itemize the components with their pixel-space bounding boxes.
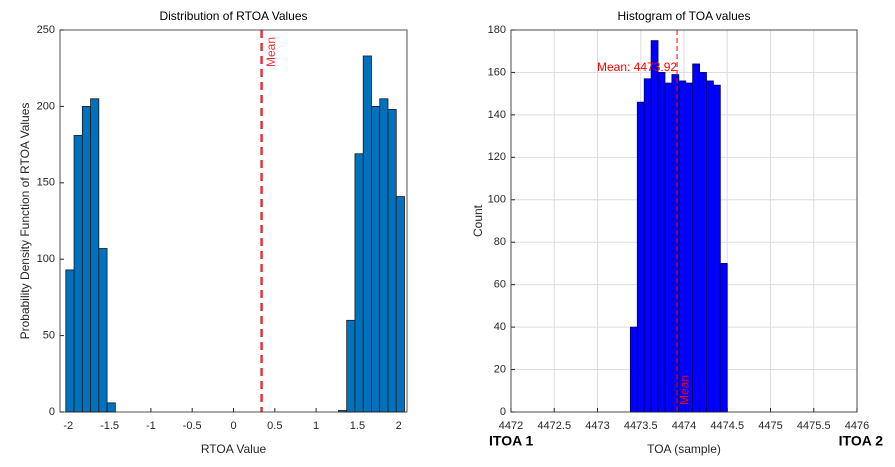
bar [643, 78, 652, 413]
y-tick-label: 250 [37, 24, 55, 36]
y-tick-label: 20 [494, 363, 506, 375]
x-tick-label: -0.5 [183, 420, 202, 432]
bar [73, 135, 83, 413]
x-tick-label: 4476 [845, 420, 869, 432]
bar [65, 269, 75, 413]
bar [629, 326, 638, 413]
y-tick-label: 150 [37, 177, 55, 189]
y-tick-label: 0 [49, 406, 55, 418]
x-axis-label: RTOA Value [201, 442, 267, 456]
corner-label: ITOA 1 [489, 433, 534, 449]
bar [671, 74, 680, 413]
chart-title: Histogram of TOA values [618, 9, 751, 23]
x-tick-label: 4473 [585, 420, 609, 432]
y-tick-label: 100 [488, 194, 506, 206]
x-tick-label: 0 [230, 420, 236, 432]
mean-label: Mean [264, 37, 278, 67]
chart-title: Distribution of RTOA Values [159, 9, 307, 23]
y-tick-label: 0 [500, 406, 506, 418]
x-tick-label: 4474.5 [710, 420, 744, 432]
mean-label: Mean: 4473.92 [597, 60, 677, 74]
x-tick-label: 4475 [758, 420, 782, 432]
mean-bottom-label: Mean [677, 375, 691, 405]
bar [636, 101, 645, 413]
bar [387, 109, 397, 413]
bar [678, 80, 687, 413]
bar [81, 106, 91, 413]
bar [354, 153, 364, 413]
bar [371, 106, 381, 413]
y-tick-label: 40 [494, 321, 506, 333]
y-tick-label: 140 [488, 109, 506, 121]
bar [719, 263, 728, 413]
x-tick-label: 4472 [499, 420, 523, 432]
y-tick-label: 60 [494, 279, 506, 291]
x-tick-label: 4474 [672, 420, 696, 432]
x-tick-label: -1 [146, 420, 156, 432]
y-tick-label: 200 [37, 100, 55, 112]
corner-label: ITOA 2 [839, 433, 884, 449]
bar [90, 98, 100, 413]
axes-box [59, 29, 408, 413]
bar [685, 82, 694, 413]
bar [362, 55, 372, 413]
bar [657, 72, 666, 413]
bar [98, 248, 108, 413]
x-tick-label: -2 [63, 420, 73, 432]
y-tick-label: 160 [488, 66, 506, 78]
y-tick-label: 180 [488, 24, 506, 36]
bar [379, 98, 389, 413]
bar [713, 84, 721, 413]
y-axis-label: Count [471, 204, 485, 237]
x-tick-label: 1 [313, 420, 319, 432]
x-tick-label: 0.5 [267, 420, 282, 432]
x-axis-label: TOA (sample) [647, 442, 721, 456]
x-tick-label: 2 [396, 420, 402, 432]
bar [692, 63, 700, 413]
x-tick-label: 4473.5 [624, 420, 658, 432]
y-tick-label: 120 [488, 151, 506, 163]
bar [395, 196, 405, 413]
y-tick-label: 100 [37, 253, 55, 265]
bar [346, 319, 356, 413]
axes-box [510, 29, 858, 413]
bar [699, 72, 707, 413]
bar [650, 40, 659, 413]
y-axis-label: Probability Density Function of RTOA Val… [18, 103, 32, 340]
x-tick-label: 4475.5 [797, 420, 831, 432]
bar [706, 80, 714, 413]
x-tick-label: 1.5 [350, 420, 365, 432]
x-tick-label: -1.5 [100, 420, 119, 432]
bar [664, 82, 673, 413]
bar [106, 402, 116, 413]
x-tick-label: 4472.5 [537, 420, 571, 432]
y-tick-label: 50 [43, 330, 55, 342]
y-tick-label: 80 [494, 236, 506, 248]
